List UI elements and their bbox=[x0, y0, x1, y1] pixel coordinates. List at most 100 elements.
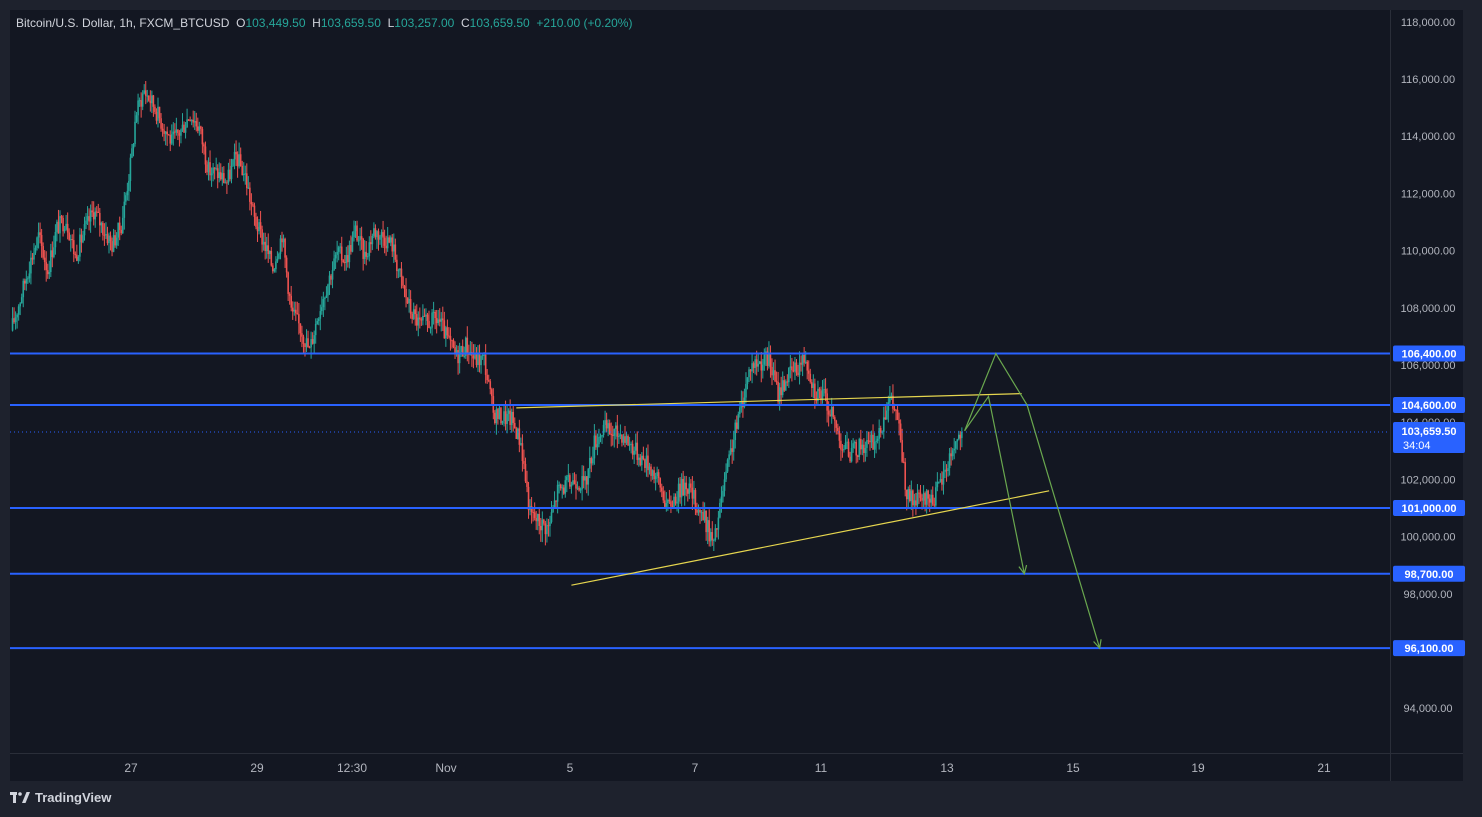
candle-body[interactable] bbox=[552, 507, 554, 513]
candle-body[interactable] bbox=[523, 460, 525, 464]
candle-body[interactable] bbox=[855, 442, 858, 456]
candle-body[interactable] bbox=[359, 236, 361, 241]
candle-body[interactable] bbox=[882, 417, 885, 432]
candle-body[interactable] bbox=[347, 255, 349, 263]
candle-body[interactable] bbox=[227, 169, 230, 183]
candle-body[interactable] bbox=[521, 443, 524, 461]
candle-body[interactable] bbox=[887, 402, 890, 411]
candle-body[interactable] bbox=[524, 463, 527, 482]
candle-body[interactable] bbox=[14, 317, 17, 323]
candle-body[interactable] bbox=[555, 500, 557, 502]
candle-body[interactable] bbox=[425, 314, 427, 317]
candle-body[interactable] bbox=[193, 121, 196, 123]
candle-body[interactable] bbox=[624, 436, 626, 443]
candle-body[interactable] bbox=[544, 523, 547, 535]
candle-body[interactable] bbox=[409, 298, 412, 314]
candle-body[interactable] bbox=[43, 257, 46, 263]
candle-body[interactable] bbox=[310, 339, 312, 348]
candle-body[interactable] bbox=[595, 435, 597, 448]
candle-body[interactable] bbox=[235, 151, 237, 155]
candle-body[interactable] bbox=[419, 317, 421, 320]
candle-body[interactable] bbox=[431, 312, 433, 328]
candle-body[interactable] bbox=[115, 237, 118, 246]
candle-body[interactable] bbox=[890, 395, 893, 398]
candle-body[interactable] bbox=[206, 164, 208, 173]
candle-body[interactable] bbox=[621, 434, 623, 443]
candle-body[interactable] bbox=[659, 478, 662, 488]
candle-body[interactable] bbox=[60, 216, 63, 218]
candle-body[interactable] bbox=[847, 441, 850, 457]
candle-body[interactable] bbox=[849, 456, 851, 462]
candle-body[interactable] bbox=[408, 298, 410, 304]
candle-body[interactable] bbox=[947, 468, 949, 471]
candle-body[interactable] bbox=[454, 347, 456, 353]
candle-body[interactable] bbox=[170, 134, 173, 144]
candle-body[interactable] bbox=[302, 336, 305, 344]
candle-body[interactable] bbox=[291, 307, 294, 312]
candle-body[interactable] bbox=[128, 180, 130, 191]
candle-body[interactable] bbox=[619, 434, 622, 437]
candle-body[interactable] bbox=[123, 201, 126, 218]
candle-body[interactable] bbox=[702, 512, 704, 521]
candle-body[interactable] bbox=[45, 262, 48, 271]
candle-body[interactable] bbox=[210, 173, 213, 176]
candle-body[interactable] bbox=[69, 239, 72, 241]
candle-body[interactable] bbox=[859, 438, 862, 450]
candle-body[interactable] bbox=[838, 430, 841, 441]
candle-body[interactable] bbox=[448, 335, 450, 337]
candle-body[interactable] bbox=[313, 335, 315, 344]
candle-body[interactable] bbox=[89, 210, 92, 222]
candle-body[interactable] bbox=[281, 238, 283, 243]
candle-body[interactable] bbox=[163, 130, 165, 134]
candle-body[interactable] bbox=[817, 388, 819, 401]
candle-body[interactable] bbox=[941, 479, 943, 485]
candle-body[interactable] bbox=[307, 338, 309, 348]
candle-body[interactable] bbox=[644, 459, 646, 468]
candle-body[interactable] bbox=[668, 499, 671, 502]
candle-body[interactable] bbox=[875, 440, 877, 442]
candle-body[interactable] bbox=[371, 235, 374, 245]
candle-body[interactable] bbox=[814, 383, 816, 399]
candle-body[interactable] bbox=[797, 372, 799, 376]
candle-body[interactable] bbox=[17, 306, 20, 315]
candle-body[interactable] bbox=[449, 335, 452, 341]
candle-body[interactable] bbox=[648, 466, 651, 471]
candle-body[interactable] bbox=[907, 488, 910, 500]
candle-body[interactable] bbox=[386, 237, 389, 249]
candle-body[interactable] bbox=[809, 373, 812, 383]
candle-body[interactable] bbox=[593, 435, 596, 459]
candle-body[interactable] bbox=[94, 211, 97, 220]
candle-body[interactable] bbox=[812, 383, 815, 388]
candle-body[interactable] bbox=[356, 225, 358, 241]
candle-body[interactable] bbox=[961, 431, 963, 438]
candle-body[interactable] bbox=[893, 408, 896, 410]
candle-body[interactable] bbox=[693, 490, 695, 499]
candle-body[interactable] bbox=[576, 487, 579, 489]
candle-body[interactable] bbox=[592, 458, 594, 464]
candle-body[interactable] bbox=[866, 440, 868, 448]
candle-body[interactable] bbox=[863, 444, 865, 453]
candle-body[interactable] bbox=[598, 436, 600, 445]
candle-body[interactable] bbox=[578, 487, 580, 491]
candle-body[interactable] bbox=[357, 240, 360, 242]
candle-body[interactable] bbox=[497, 409, 499, 419]
candle-body[interactable] bbox=[650, 466, 652, 476]
candle-body[interactable] bbox=[54, 231, 57, 248]
candle-body[interactable] bbox=[601, 435, 603, 437]
candle-body[interactable] bbox=[383, 237, 386, 246]
candle-body[interactable] bbox=[954, 441, 957, 449]
candle-body[interactable] bbox=[690, 483, 692, 488]
candle-body[interactable] bbox=[428, 320, 430, 328]
candle-body[interactable] bbox=[233, 151, 236, 160]
candle-body[interactable] bbox=[743, 397, 746, 408]
candle-body[interactable] bbox=[245, 173, 248, 188]
candle-body[interactable] bbox=[763, 354, 766, 365]
projection-path[interactable] bbox=[964, 394, 1025, 574]
candle-body[interactable] bbox=[861, 444, 864, 450]
candle-body[interactable] bbox=[169, 134, 172, 144]
candle-body[interactable] bbox=[317, 318, 320, 322]
candle-body[interactable] bbox=[226, 182, 228, 184]
candle-body[interactable] bbox=[867, 440, 870, 442]
candle-body[interactable] bbox=[437, 319, 439, 324]
candle-body[interactable] bbox=[40, 235, 43, 247]
